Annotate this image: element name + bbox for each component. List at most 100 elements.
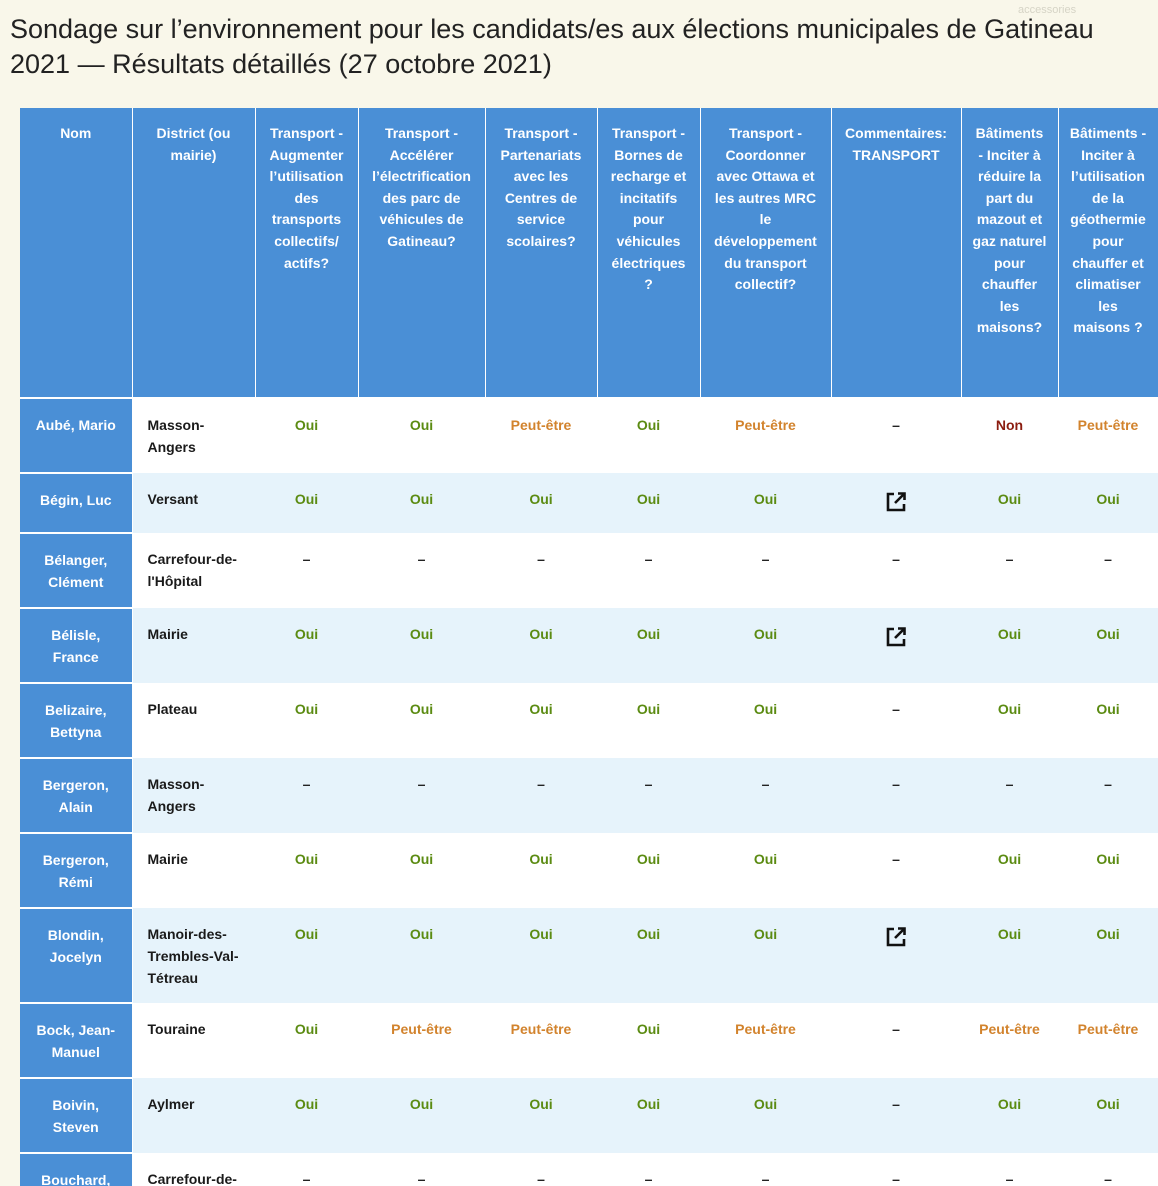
answer-bornes-recharge: Oui [597, 1078, 700, 1153]
answer-geothermie: – [1058, 1153, 1158, 1186]
answer-geothermie: Oui [1058, 1078, 1158, 1153]
answer-bornes-recharge: Oui [597, 683, 700, 758]
answer-value: Peut-être [735, 1021, 796, 1037]
answer-value: – [892, 776, 900, 792]
answer-electrification: Oui [358, 608, 485, 683]
answer-value: – [1005, 1171, 1014, 1186]
answer-electrification: – [358, 533, 485, 608]
candidate-district: Aylmer [132, 1078, 255, 1153]
answer-value: – [761, 776, 770, 792]
table-row: Blondin, Jocelyn Manoir-des-Trembles-Val-… [20, 908, 1158, 1004]
answer-commentaires-transport: – [831, 398, 961, 473]
answer-value: Oui [294, 1096, 319, 1112]
answer-coordination-ottawa: – [700, 758, 831, 833]
answer-commentaires-transport: – [831, 683, 961, 758]
answer-transport-collectif: Oui [255, 1003, 358, 1078]
answer-value: Peut-être [1077, 417, 1139, 433]
answer-value: Oui [997, 851, 1022, 867]
answer-value: – [417, 776, 426, 792]
answer-commentaires-transport[interactable] [831, 473, 961, 533]
candidate-district: Carrefour-de- [132, 1153, 255, 1186]
answer-electrification: Oui [358, 833, 485, 908]
answer-commentaires-transport[interactable] [831, 908, 961, 1003]
answer-transport-collectif: Oui [255, 833, 358, 908]
candidate-name: Belizaire, Bettyna [20, 683, 133, 759]
answer-geothermie: Peut-être [1058, 398, 1158, 473]
candidate-district: Touraine [132, 1003, 255, 1078]
answer-geothermie: Oui [1058, 683, 1158, 758]
header-transport-collectif[interactable]: Transport - Augmenter l’utilisation des … [255, 108, 359, 399]
answer-commentaires-transport: – [831, 833, 961, 908]
answer-value: – [537, 776, 545, 792]
answer-coordination-ottawa: Oui [700, 608, 831, 683]
answer-value: Oui [753, 1096, 778, 1112]
answer-transport-collectif: – [255, 1153, 358, 1186]
answer-value: Oui [1096, 491, 1120, 507]
answer-commentaires-transport[interactable] [831, 608, 961, 683]
answer-value: Oui [1096, 926, 1120, 942]
answer-value: Oui [294, 417, 319, 433]
answer-value: – [302, 776, 311, 792]
answer-value: Non [995, 417, 1024, 433]
answer-value: – [892, 417, 900, 433]
header-coordination-ottawa[interactable]: Transport - Coordonner avec Ottawa et le… [700, 108, 832, 399]
answer-value: Oui [997, 1096, 1022, 1112]
answer-value: – [417, 1171, 426, 1186]
answer-value: Oui [294, 1021, 319, 1037]
answer-commentaires-transport: – [831, 1153, 961, 1186]
answer-partenariats-scolaires: Oui [485, 473, 597, 533]
answer-bornes-recharge: Oui [597, 908, 700, 1003]
candidate-district: Mairie [132, 833, 255, 908]
answer-coordination-ottawa: – [700, 1153, 831, 1186]
answer-partenariats-scolaires: Peut-être [485, 398, 597, 473]
answer-electrification: Oui [358, 1078, 485, 1153]
answer-value: Oui [636, 926, 661, 942]
answer-bornes-recharge: Oui [597, 833, 700, 908]
answer-value: Peut-être [510, 1021, 572, 1037]
answer-mazout-gaz: Oui [961, 833, 1058, 908]
answer-coordination-ottawa: – [700, 533, 831, 608]
header-mazout-gaz[interactable]: Bâtiments - Inciter à réduire la part du… [961, 108, 1059, 399]
answer-value: Oui [529, 851, 553, 867]
answer-bornes-recharge: – [597, 533, 700, 608]
answer-value: Oui [409, 1096, 434, 1112]
external-link-icon[interactable] [885, 491, 907, 519]
header-bornes-recharge[interactable]: Transport - Bornes de recharge et incita… [597, 108, 701, 399]
external-link-icon[interactable] [885, 626, 907, 654]
header-district[interactable]: District (ou mairie) [132, 108, 256, 399]
answer-transport-collectif: Oui [255, 608, 358, 683]
answer-value: Oui [1096, 701, 1120, 717]
answer-value: – [537, 551, 545, 567]
answer-value: – [892, 1171, 900, 1186]
answer-geothermie: – [1058, 533, 1158, 608]
answer-partenariats-scolaires: Oui [485, 608, 597, 683]
answer-geothermie: Oui [1058, 908, 1158, 1003]
candidate-name: Bélisle, France [20, 608, 133, 684]
answer-value: Oui [997, 491, 1022, 507]
results-table: Nom District (ou mairie) Transport - Aug… [20, 108, 1158, 1186]
answer-transport-collectif: Oui [255, 473, 358, 533]
external-link-icon[interactable] [885, 926, 907, 954]
answer-value: Oui [997, 701, 1022, 717]
header-geothermie[interactable]: Bâtiments - Inciter à l’utilisation de l… [1058, 108, 1158, 399]
header-nom[interactable]: Nom [20, 108, 133, 399]
table-header-row: Nom District (ou mairie) Transport - Aug… [20, 108, 1158, 399]
answer-bornes-recharge: – [597, 758, 700, 833]
answer-value: Oui [1096, 1096, 1120, 1112]
answer-value: Oui [997, 926, 1022, 942]
answer-mazout-gaz: Non [961, 398, 1058, 473]
header-electrification[interactable]: Transport - Accélérer l’électrification … [358, 108, 486, 399]
answer-value: – [1104, 1171, 1112, 1186]
answer-bornes-recharge: Oui [597, 473, 700, 533]
answer-value: Oui [409, 417, 434, 433]
answer-mazout-gaz: Oui [961, 473, 1058, 533]
answer-value: – [892, 851, 900, 867]
header-commentaires-transport[interactable]: Commentaires: TRANSPORT [831, 108, 962, 399]
answer-bornes-recharge: Oui [597, 398, 700, 473]
answer-value: – [1104, 551, 1112, 567]
table-body: Aubé, Mario Masson-Angers Oui Oui Peut-être O… [20, 398, 1158, 1186]
answer-value: – [1005, 776, 1014, 792]
answer-value: Oui [409, 491, 434, 507]
answer-value: Oui [409, 851, 434, 867]
header-partenariats-scolaires[interactable]: Transport - Partenariats avec les Centre… [485, 108, 598, 399]
